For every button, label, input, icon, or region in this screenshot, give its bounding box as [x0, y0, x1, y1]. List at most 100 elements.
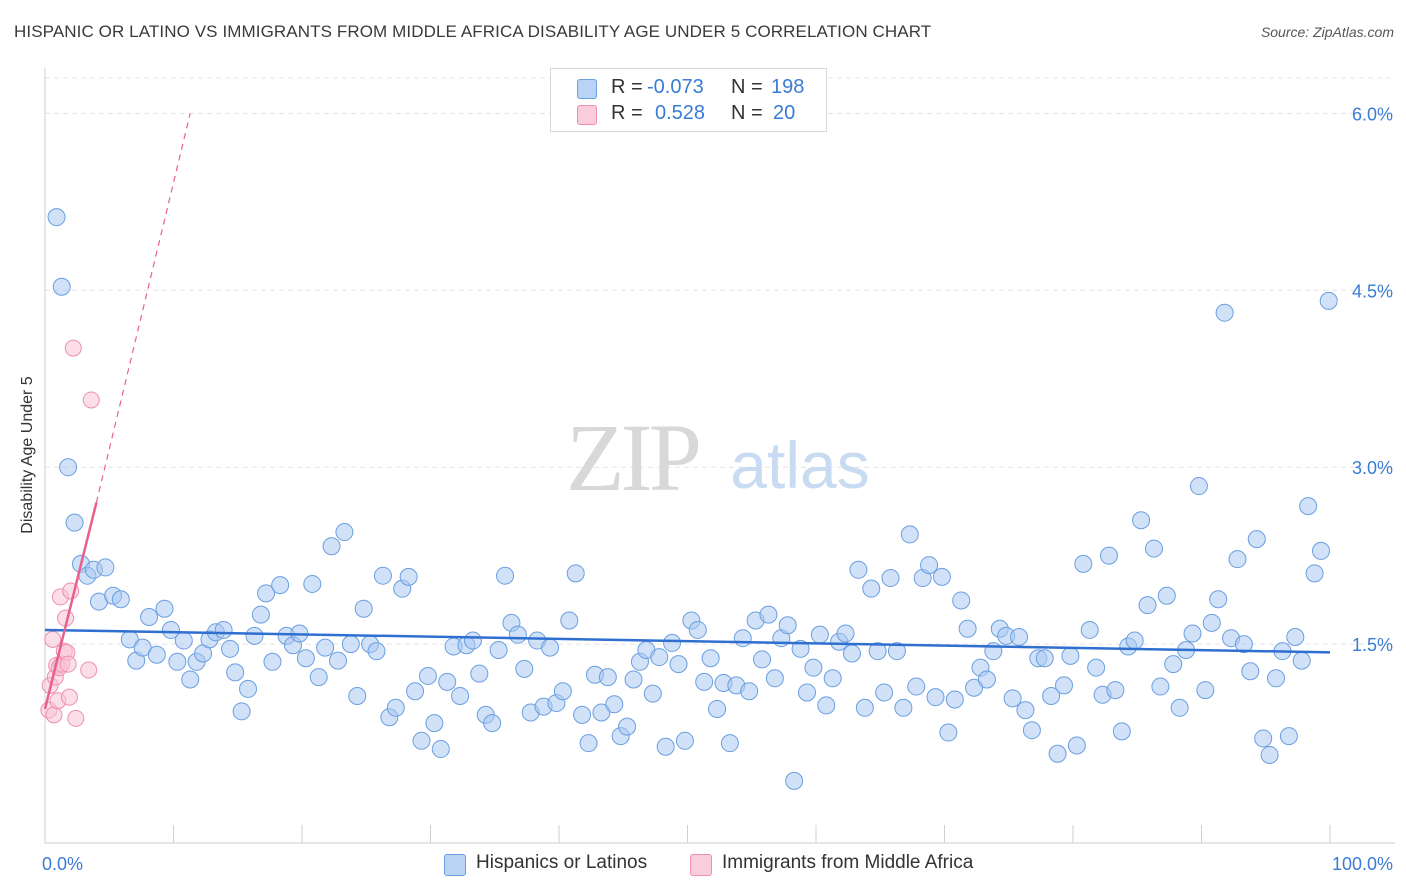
watermark-zip: ZIP [566, 404, 699, 511]
data-point-hispanics [881, 569, 900, 588]
data-point-hispanics [1196, 681, 1215, 700]
data-point-hispanics [1164, 655, 1183, 674]
data-point-hispanics [328, 651, 347, 670]
data-point-hispanics [926, 688, 945, 707]
data-point-hispanics [251, 605, 270, 624]
bottom-legend-swatch-blue [444, 854, 466, 876]
watermark: ZIP atlas [566, 404, 870, 511]
data-point-hispanics [965, 678, 984, 697]
data-point-hispanics [257, 584, 276, 603]
bottom-legend-label: Immigrants from Middle Africa [722, 852, 974, 873]
data-point-hispanics [553, 682, 572, 701]
data-point-hispanics [263, 652, 282, 671]
data-point-hispanics [354, 599, 373, 618]
data-point-hispanics [214, 620, 233, 639]
series-hispanics-points [47, 208, 1338, 790]
data-point-hispanics [650, 648, 669, 667]
data-point-hispanics [140, 607, 159, 626]
data-point-hispanics [701, 649, 720, 668]
data-point-hispanics [322, 537, 341, 556]
data-point-hispanics [791, 639, 810, 658]
data-point-hispanics [96, 558, 115, 577]
data-point-hispanics [1254, 729, 1273, 748]
data-point-hispanics [239, 679, 258, 698]
data-point-hispanics [1074, 554, 1093, 573]
data-point-hispanics [592, 703, 611, 722]
data-point-hispanics [945, 690, 964, 709]
data-point-hispanics [952, 591, 971, 610]
data-point-hispanics [932, 567, 951, 586]
correlation-legend: R = -0.073 N = 198 R = 0.528 N = 20 [550, 68, 827, 132]
data-point-hispanics [675, 731, 694, 750]
data-point-hispanics [425, 714, 444, 733]
legend-r-value: 0.528 [655, 102, 706, 124]
trend-line-middle-africa-extension [95, 113, 191, 503]
data-point-hispanics [605, 695, 624, 714]
data-point-hispanics [1106, 681, 1125, 700]
data-point-hispanics [1067, 736, 1086, 755]
data-point-hispanics [1292, 651, 1311, 670]
data-point-hispanics [1299, 497, 1318, 516]
data-point-hispanics [1125, 631, 1144, 650]
data-point-hispanics [412, 731, 431, 750]
data-point-hispanics [508, 625, 527, 644]
data-point-hispanics [1241, 662, 1260, 681]
data-point-hispanics [875, 683, 894, 702]
data-point-hispanics [174, 631, 193, 650]
trend-lines [43, 113, 1331, 710]
data-point-hispanics [1138, 596, 1157, 615]
data-point-hispanics [541, 638, 560, 657]
data-point-hispanics [367, 642, 386, 661]
data-point-hispanics [1112, 722, 1131, 741]
data-point-hispanics [669, 655, 688, 674]
data-point-hispanics [309, 668, 328, 687]
data-point-hispanics [303, 574, 322, 593]
data-point-hispanics [1247, 530, 1266, 549]
data-point-hispanics [1215, 303, 1234, 322]
legend-r-value: -0.073 [647, 76, 704, 98]
data-point-hispanics [1202, 613, 1221, 632]
data-point-hispanics [862, 579, 881, 598]
data-point-hispanics [489, 640, 508, 659]
data-point-hispanics [688, 620, 707, 639]
legend-r-label: R = [611, 102, 643, 124]
series-middle-africa-points [40, 339, 100, 727]
data-point-hispanics [296, 649, 315, 668]
data-point-hispanics [1157, 586, 1176, 605]
data-point-hispanics [438, 672, 457, 691]
legend-n-value: 20 [773, 102, 796, 124]
data-point-hispanics [894, 698, 913, 717]
data-point-hispanics [1022, 721, 1041, 740]
data-point-middle-africa [64, 339, 82, 357]
data-point-hispanics [778, 616, 797, 635]
data-point-hispanics [1305, 564, 1324, 583]
data-point-hispanics [245, 626, 264, 645]
trend-line-hispanics [44, 628, 1331, 654]
data-point-hispanics [451, 686, 470, 705]
data-point-hispanics [958, 619, 977, 638]
data-point-hispanics [566, 564, 585, 583]
legend-n-label: N = [731, 102, 763, 124]
data-point-hispanics [47, 208, 66, 227]
data-point-hispanics [900, 525, 919, 544]
data-point-hispanics [1183, 624, 1202, 643]
data-point-hispanics [181, 670, 200, 689]
data-point-hispanics [1003, 689, 1022, 708]
legend-n-label: N = [731, 76, 763, 98]
data-point-hispanics [868, 642, 887, 661]
data-point-hispanics [1042, 686, 1061, 705]
data-point-hispanics [1151, 677, 1170, 696]
data-point-hispanics [939, 723, 958, 742]
data-point-hispanics [271, 576, 290, 595]
data-point-hispanics [907, 677, 926, 696]
data-point-hispanics [341, 635, 360, 654]
data-point-hispanics [560, 611, 579, 630]
y-tick-label: 1.5% [1352, 635, 1393, 655]
data-point-hispanics [1189, 477, 1208, 496]
data-point-hispanics [663, 633, 682, 652]
data-point-hispanics [515, 659, 534, 678]
axes [44, 68, 1395, 844]
data-point-hispanics [1267, 669, 1286, 688]
data-point-hispanics [740, 682, 759, 701]
